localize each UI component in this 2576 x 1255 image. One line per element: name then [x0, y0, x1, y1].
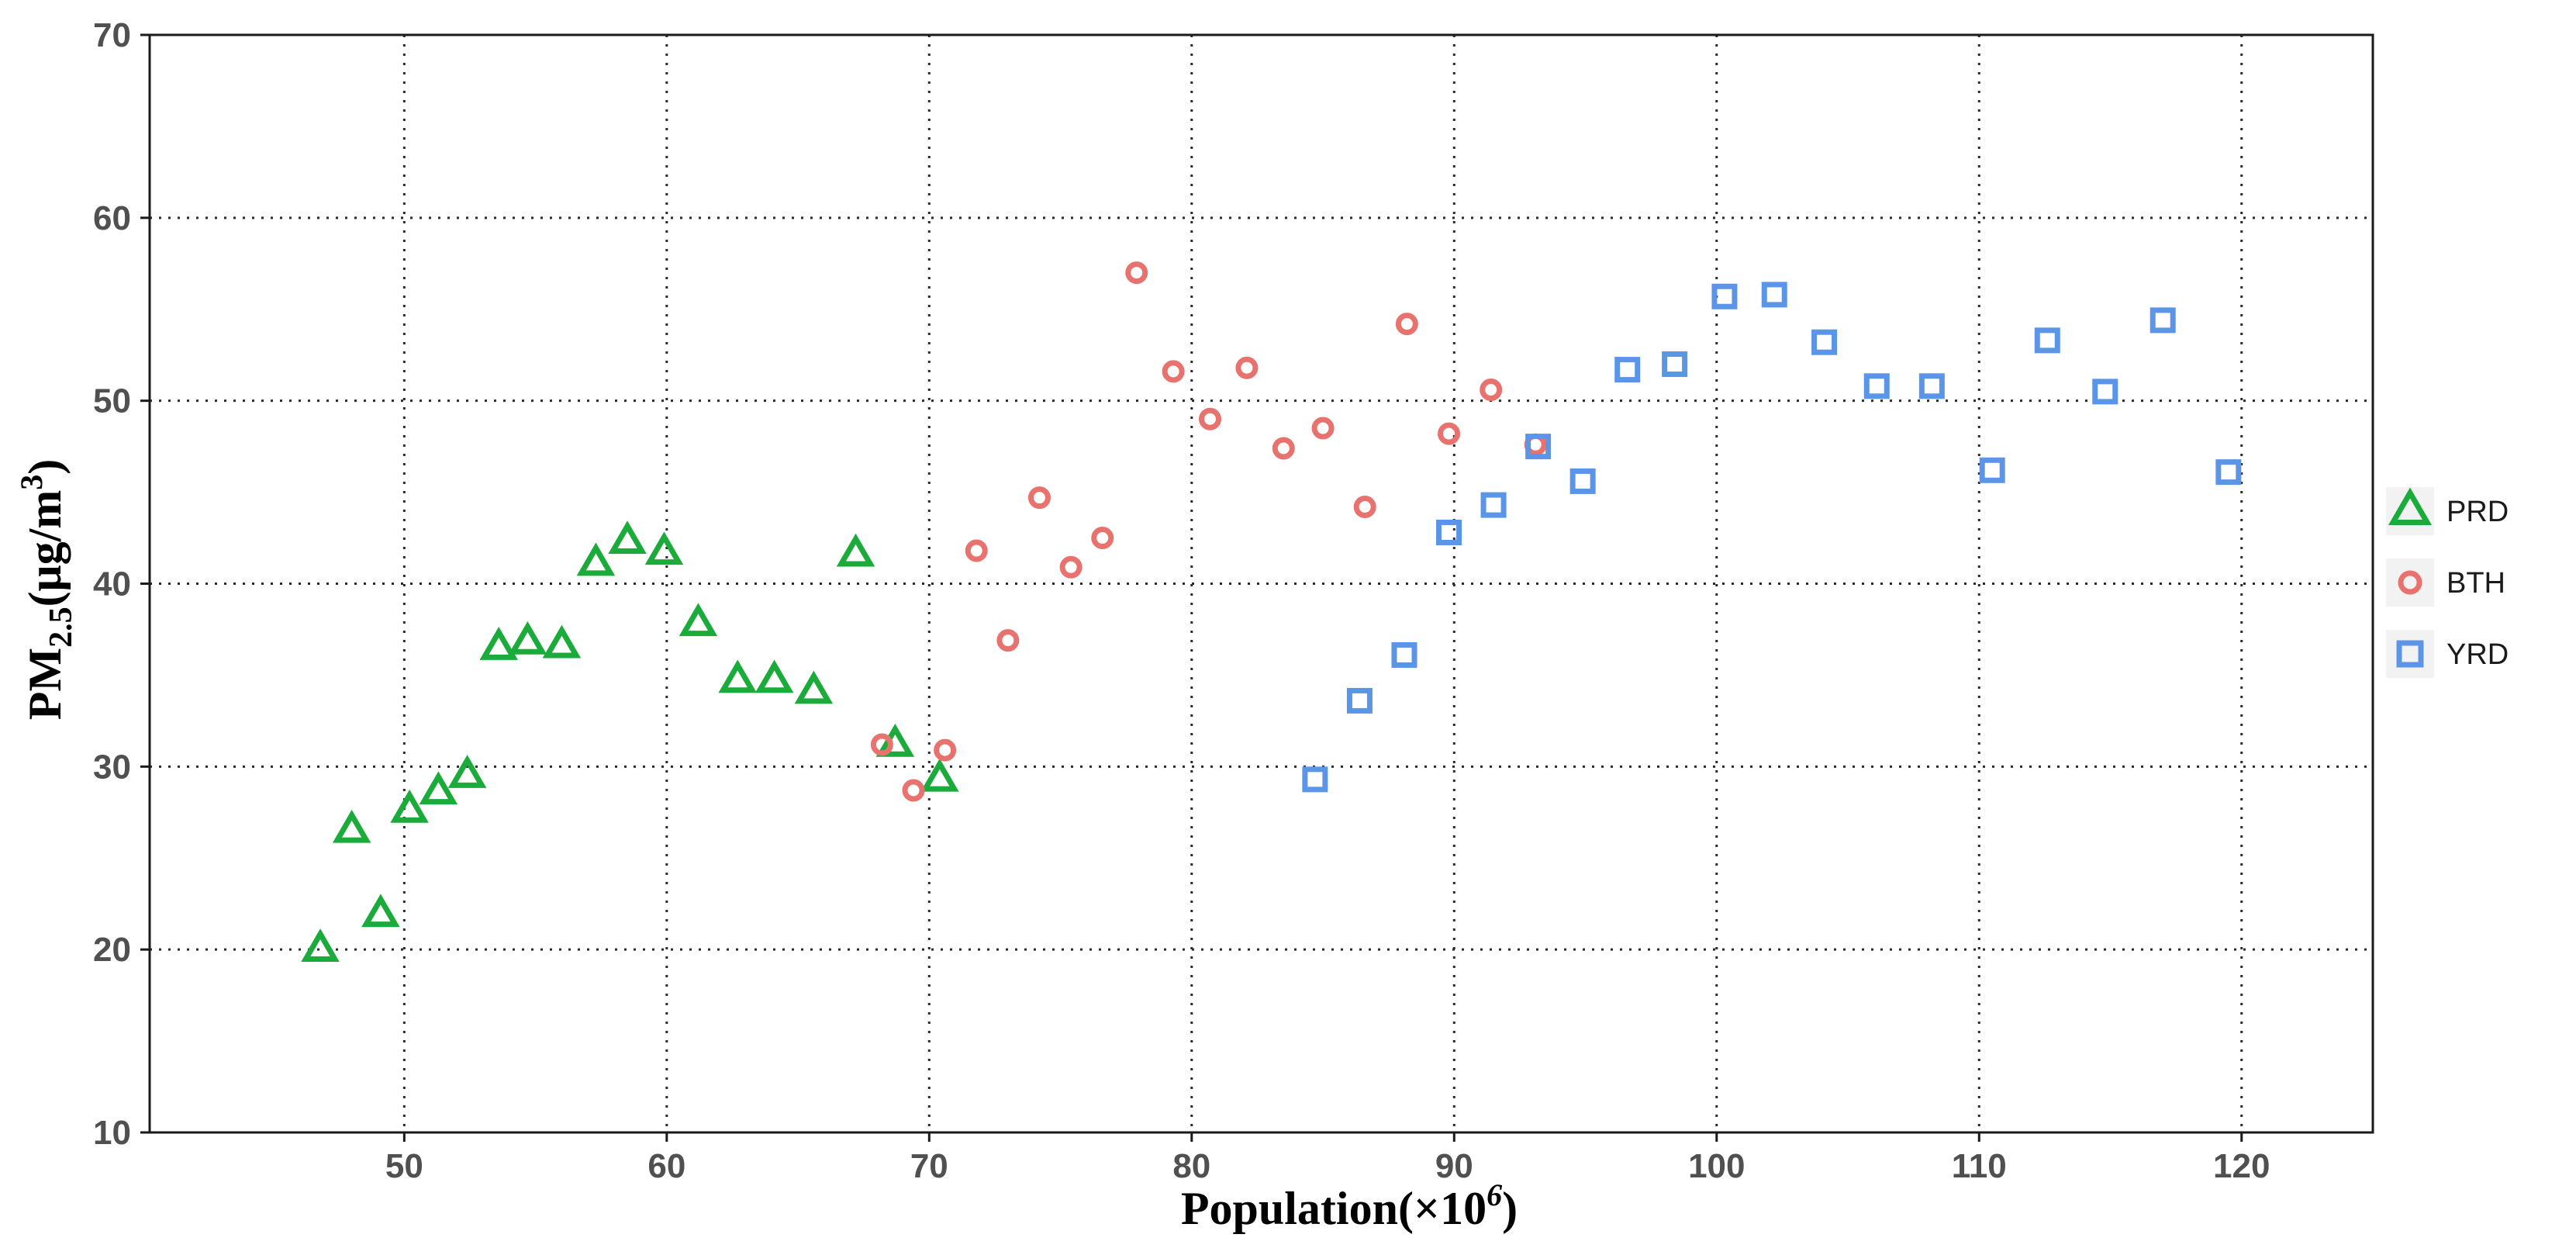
legend: PRD BTH YRD — [2386, 487, 2509, 678]
x-tick-label: 90 — [1435, 1147, 1473, 1185]
legend-key-yrd-bg — [2386, 630, 2434, 678]
point-bth — [1027, 486, 1051, 510]
point-bth — [1125, 261, 1148, 285]
point-yrd — [1569, 468, 1596, 494]
series-bth — [870, 261, 1547, 802]
point-prd — [479, 627, 518, 660]
point-yrd — [1979, 457, 2005, 483]
point-yrd — [2034, 327, 2060, 354]
point-prd — [718, 659, 757, 693]
point-yrd — [1436, 519, 1462, 545]
x-tick-label: 70 — [910, 1147, 948, 1185]
point-bth — [1438, 422, 1461, 445]
point-bth — [934, 738, 957, 762]
point-bth — [1311, 417, 1335, 440]
data-points — [301, 261, 2242, 962]
y-tick-label: 10 — [93, 1114, 131, 1152]
point-prd — [508, 621, 547, 655]
point-bth — [996, 629, 1020, 652]
point-yrd — [2092, 379, 2118, 405]
point-bth — [1059, 555, 1083, 579]
point-yrd — [1918, 373, 1945, 399]
x-tick-label: 50 — [385, 1147, 423, 1185]
point-bth — [1480, 379, 1503, 402]
point-prd — [332, 809, 371, 843]
x-tick-label: 110 — [1952, 1147, 2007, 1185]
legend-marker-bth — [2398, 570, 2422, 595]
legend-label-bth: BTH — [2447, 567, 2505, 600]
y-axis-title: PM2.5(μg/m3) — [14, 459, 79, 720]
point-yrd — [2150, 307, 2176, 334]
point-yrd — [1811, 329, 1838, 355]
point-prd — [836, 533, 875, 567]
point-bth — [1353, 495, 1376, 518]
x-tick-label: 120 — [2213, 1147, 2270, 1185]
point-yrd — [1863, 373, 1890, 399]
point-prd — [301, 928, 340, 962]
y-tick-label: 50 — [93, 382, 131, 420]
axis-ticks: 50 60 70 80 90 100 110 120 10 20 30 40 50 60 70 — [93, 16, 2270, 1185]
point-prd — [920, 758, 959, 792]
point-prd — [608, 520, 647, 555]
point-prd — [390, 789, 429, 823]
x-axis-title: Population(×106) — [1181, 1177, 1518, 1234]
point-yrd — [1662, 351, 1688, 377]
point-bth — [1395, 313, 1418, 336]
point-prd — [419, 771, 458, 805]
series-prd — [301, 520, 959, 962]
x-tick-label: 60 — [647, 1147, 685, 1185]
legend-label-prd: PRD — [2447, 496, 2509, 528]
point-prd — [542, 624, 582, 659]
point-bth — [870, 733, 893, 756]
y-tick-label: 30 — [93, 748, 131, 786]
series-yrd — [1302, 282, 2242, 793]
point-prd — [644, 531, 684, 565]
x-tick-label: 100 — [1688, 1147, 1745, 1185]
y-tick-label: 60 — [93, 199, 131, 237]
point-bth — [902, 779, 925, 802]
x-tick-label: 80 — [1172, 1147, 1210, 1185]
point-yrd — [1525, 434, 1552, 460]
point-bth — [1198, 407, 1221, 430]
point-yrd — [1711, 283, 1738, 309]
point-bth — [1235, 356, 1259, 379]
point-yrd — [1614, 357, 1641, 383]
point-yrd — [1480, 492, 1507, 518]
point-bth — [1091, 527, 1114, 550]
point-prd — [794, 670, 834, 704]
y-tick-label: 20 — [93, 931, 131, 969]
point-yrd — [1761, 282, 1787, 308]
point-prd — [361, 894, 400, 928]
legend-key-bth-bg — [2386, 558, 2434, 607]
point-yrd — [2215, 459, 2242, 486]
legend-marker-prd — [2388, 487, 2433, 525]
point-prd — [576, 542, 616, 576]
grid — [150, 33, 2373, 1134]
point-yrd — [1302, 766, 1328, 793]
point-yrd — [1346, 687, 1373, 714]
legend-marker-yrd — [2396, 640, 2424, 668]
y-tick-label: 40 — [93, 565, 131, 603]
point-prd — [447, 755, 487, 788]
point-bth — [1272, 437, 1295, 460]
point-bth — [1162, 360, 1185, 383]
point-yrd — [1391, 641, 1417, 668]
point-prd — [679, 603, 718, 637]
point-bth — [965, 539, 988, 562]
legend-label-yrd: YRD — [2447, 638, 2509, 671]
y-tick-label: 70 — [93, 16, 131, 54]
point-prd — [754, 659, 794, 693]
